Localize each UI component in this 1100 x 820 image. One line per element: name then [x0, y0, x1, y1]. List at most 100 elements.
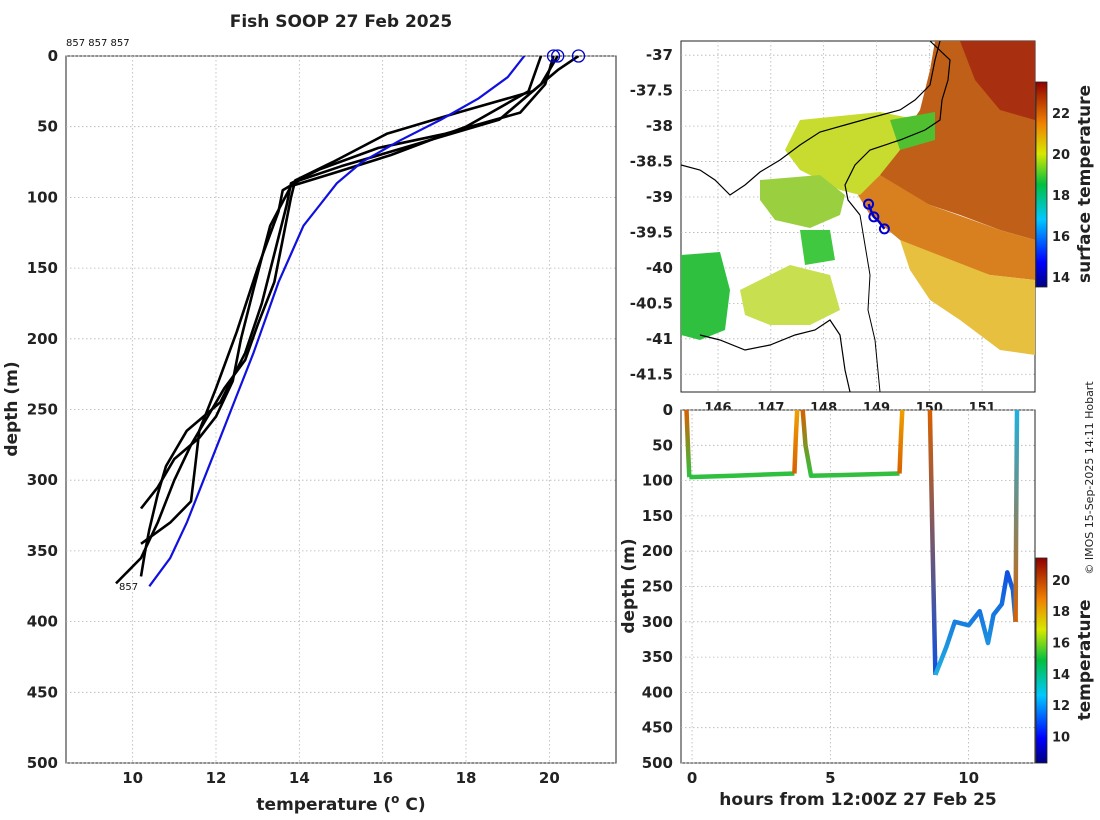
section-y-ticks: 0 50 100 150 200 250 300 350 400 450 500 — [642, 401, 673, 772]
sst-green-patch-west — [681, 252, 730, 340]
section-y-tick-label: 350 — [642, 648, 673, 666]
profile-x-label: temperature (o C) — [256, 792, 425, 815]
section-x-tick-label: 0 — [687, 769, 697, 787]
section-track-segment — [684, 410, 692, 478]
section-y-tick-label: 250 — [642, 578, 673, 596]
section-y-tick-label: 500 — [642, 754, 673, 772]
section-x-ticks: 0 5 10 — [687, 769, 979, 787]
section-colorbar-tick-label: 16 — [1052, 637, 1070, 652]
section-x-tick-label: 10 — [958, 769, 979, 787]
profile-line-climatology — [148, 56, 526, 587]
profile-top-label: 857 857 857 — [66, 38, 130, 49]
profile-start-marker — [571, 49, 586, 63]
profile-line-drop-1 — [115, 56, 580, 585]
profile-x-tick-label: 18 — [456, 769, 477, 787]
map-colorbar-tick-label: 20 — [1052, 148, 1070, 163]
map-colorbar-label: surface temperature — [1075, 85, 1095, 283]
section-y-tick-label: 0 — [663, 401, 673, 419]
map-y-tick-label: -37 — [646, 46, 673, 64]
map-colorbar-tick-label: 14 — [1052, 271, 1070, 286]
sst-green-patch-mid — [800, 230, 835, 265]
map-colorbar-ticks: 14 16 18 20 22 — [1052, 107, 1070, 286]
map-drop-marker — [868, 211, 880, 223]
coastline-eez — [844, 41, 951, 216]
sst-orange-patch — [858, 175, 1035, 280]
section-track-segment — [927, 410, 938, 675]
section-colorbar-tick-label: 18 — [1052, 605, 1070, 620]
section-y-tick-label: 400 — [642, 683, 673, 701]
coastline-tasmania — [699, 319, 851, 392]
profile-lines — [115, 56, 580, 587]
map-y-tick-label: -39 — [646, 188, 673, 206]
map-colorbar-tick-label: 16 — [1052, 230, 1070, 245]
section-colorbar — [1035, 557, 1048, 764]
profile-y-tick-label: 150 — [27, 259, 58, 277]
map-track — [863, 198, 890, 235]
section-track-segment — [792, 410, 800, 474]
profile-x-tick-label: 16 — [372, 769, 393, 787]
profile-line-drop-4 — [139, 56, 543, 510]
section-track-segment — [897, 410, 905, 474]
profile-end-label: 857 — [119, 582, 138, 593]
coastline-boundary — [859, 214, 881, 392]
section-colorbar-tick-label: 12 — [1052, 699, 1070, 714]
map-drop-marker — [878, 223, 890, 235]
profile-x-tick-label: 20 — [539, 769, 560, 787]
map-y-ticks: -37 -37.5 -38 -38.5 -39 -39.5 -40 -40.5 -41 -41.5 — [630, 46, 673, 383]
profile-y-tick-label: 50 — [37, 118, 58, 136]
profile-x-tick-label: 14 — [289, 769, 310, 787]
profile-y-tick-label: 0 — [48, 47, 58, 65]
map-y-tick-label: -40 — [646, 259, 673, 277]
map-y-tick-label: -41 — [646, 330, 673, 348]
map-colorbar — [1035, 81, 1048, 288]
section-track-segment — [1013, 410, 1020, 622]
sst-lightgreen-patch — [760, 175, 845, 228]
section-y-label: depth (m) — [619, 538, 639, 633]
map-colorbar-tick-label: 22 — [1052, 107, 1070, 122]
profile-title: Fish SOOP 27 Feb 2025 — [230, 12, 453, 32]
section-colorbar-tick-label: 20 — [1052, 574, 1070, 589]
profile-y-tick-label: 100 — [27, 188, 58, 206]
sst-strait-patch — [740, 265, 840, 325]
profile-y-tick-label: 350 — [27, 542, 58, 560]
section-colorbar-tick-label: 14 — [1052, 668, 1070, 683]
map-y-tick-label: -38.5 — [630, 153, 673, 171]
section-track-segment — [800, 410, 900, 478]
credit-text: © IMOS 15-Sep-2025 14:11 Hobart — [1083, 381, 1096, 575]
sst-hot-patch — [960, 41, 1035, 120]
profile-y-tick-label: 450 — [27, 683, 58, 701]
map-field — [681, 41, 1035, 392]
section-y-tick-label: 300 — [642, 613, 673, 631]
coastline-victoria — [681, 41, 941, 196]
map-y-tick-label: -41.5 — [630, 365, 673, 383]
section-colorbar-label: temperature — [1075, 599, 1095, 720]
profile-y-ticks: 0 50 100 150 200 250 300 350 400 450 500 — [27, 47, 58, 772]
section-y-tick-label: 450 — [642, 719, 673, 737]
profile-x-tick-label: 12 — [206, 769, 227, 787]
profile-start-marker — [546, 49, 561, 63]
section-track-segment — [933, 570, 1018, 676]
profile-x-tick-label: 10 — [122, 769, 143, 787]
section-y-tick-label: 200 — [642, 542, 673, 560]
map-y-tick-label: -38 — [646, 117, 673, 135]
profile-y-label: depth (m) — [2, 361, 22, 456]
section-grid — [681, 409, 1035, 764]
profile-y-tick-label: 400 — [27, 613, 58, 631]
profile-plot-area — [65, 55, 617, 764]
profile-start-marker — [551, 49, 565, 63]
section-x-label: hours from 12:00Z 27 Feb 25 — [719, 790, 997, 810]
section-y-tick-label: 150 — [642, 507, 673, 525]
section-track-segment — [689, 471, 795, 480]
map-y-tick-label: -40.5 — [630, 294, 673, 312]
profile-y-tick-label: 250 — [27, 401, 58, 419]
section-colorbar-ticks: 10 12 14 16 18 20 — [1052, 574, 1070, 745]
map-drop-marker — [863, 198, 875, 210]
sst-yellow-patch — [900, 240, 1035, 355]
section-x-tick-label: 5 — [825, 769, 835, 787]
profile-y-tick-label: 200 — [27, 330, 58, 348]
section-lines — [684, 410, 1020, 676]
profile-start-markers — [546, 49, 586, 63]
sst-coastal-green — [890, 112, 935, 150]
section-y-tick-label: 100 — [642, 472, 673, 490]
